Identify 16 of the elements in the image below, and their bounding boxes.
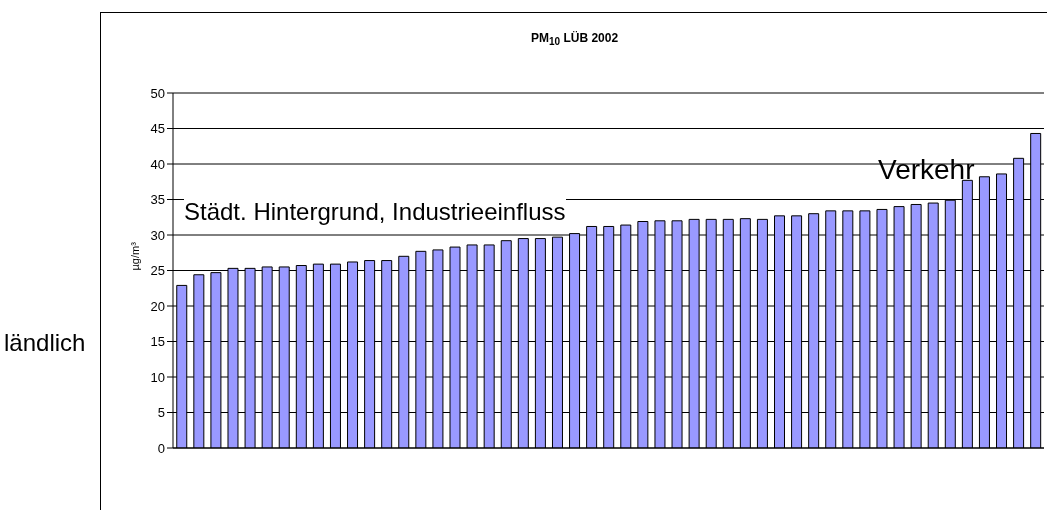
y-tick-label: 40 <box>150 156 165 172</box>
text: ländlich <box>4 329 86 357</box>
y-tick-label: 50 <box>150 85 165 101</box>
y-tick-label: 20 <box>150 298 165 314</box>
y-tick-label: 25 <box>150 263 165 279</box>
annotation: Städt. Hintergrund, Industrieeinfluss <box>184 198 566 226</box>
y-tick-label: 10 <box>150 369 165 385</box>
y-tick-label: 35 <box>150 192 165 208</box>
annotation: Verkehr <box>878 154 975 186</box>
y-tick-label: 45 <box>150 121 165 137</box>
y-tick-label: 5 <box>157 405 165 421</box>
y-axis-title: µg/m³ <box>128 241 141 271</box>
y-tick-label: 15 <box>150 334 165 350</box>
y-tick-label: 0 <box>157 440 165 456</box>
y-tick-label: 30 <box>150 227 165 243</box>
chart-title: PM$_{10}$ LÜB 2002 <box>529 31 620 48</box>
